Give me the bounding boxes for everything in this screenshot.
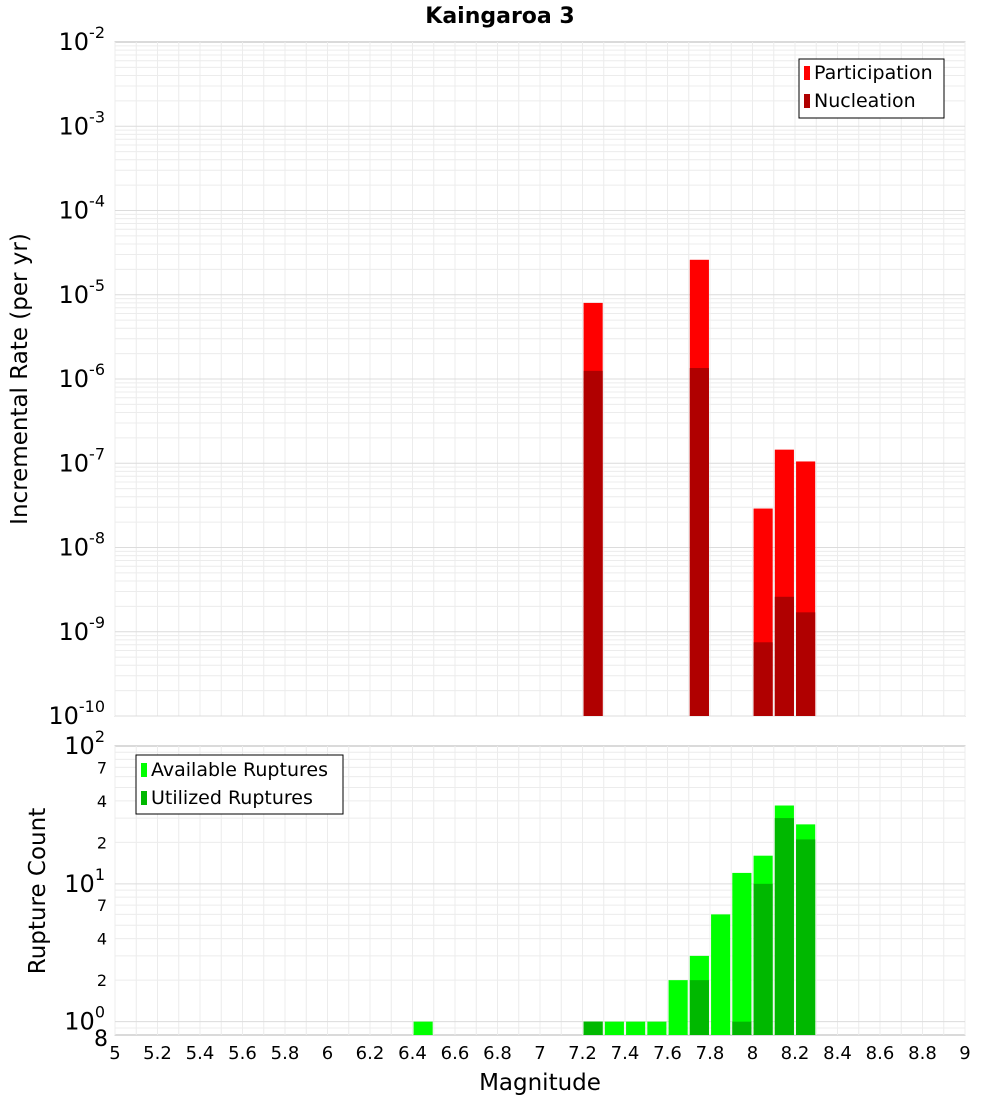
rate-y-tick-label: 10-7: [59, 444, 106, 477]
x-axis-label: Magnitude: [479, 1070, 601, 1096]
x-tick-label: 7.6: [653, 1043, 682, 1064]
count-grid: [114, 746, 966, 1035]
x-tick-label: 5.6: [228, 1043, 257, 1064]
x-ticks: 5 5.2 5.4 5.6 5.8 6 6.2 6.4 6.6 6.8 7 7.2 7.4 7.6 7.8 8…: [109, 1043, 970, 1064]
rate-bars: [583, 259, 816, 716]
rate-y-tick-label: 10-8: [59, 529, 106, 562]
utilized-ruptures-bar: [774, 818, 794, 1035]
available-ruptures-bar: [604, 1021, 624, 1035]
nucleation-bar: [774, 596, 794, 716]
legend-label-participation: Participation: [814, 62, 933, 84]
available-ruptures-bar: [711, 914, 731, 1035]
rate-legend: Participation Nucleation: [798, 58, 945, 119]
available-ruptures-bar: [413, 1021, 433, 1035]
rate-y-ticks: 10-10 10-9 10-8 10-7 10-6 10-5 10-4 10-3 10-2: [48, 23, 105, 730]
utilized-ruptures-bar: [732, 1021, 752, 1035]
available-ruptures-bar: [668, 980, 688, 1035]
x-tick-label: 5.8: [271, 1043, 300, 1064]
rate-legend-box: [798, 58, 945, 119]
rate-y-axis-label: Incremental Rate (per yr): [7, 233, 33, 525]
legend-label-nucleation: Nucleation: [814, 90, 916, 112]
count-bars: [413, 805, 816, 1035]
count-y-minor-tick-label: 2: [97, 971, 107, 990]
x-tick-label: 6.4: [398, 1043, 427, 1064]
legend-swatch-available: [141, 763, 147, 777]
x-tick-label: 5.2: [143, 1043, 172, 1064]
count-y-minor-tick-label: 2: [97, 833, 107, 852]
count-panel: 100 101 102 8 2 4 7 2 4 7 5 5.2 5.4 5.6 5.8 6 6.2 6.4 6.6…: [25, 727, 971, 1096]
rate-y-tick-label: 10-4: [59, 192, 106, 225]
count-y-ticks: 100 101 102 8 2 4 7 2 4 7: [64, 727, 108, 1052]
x-tick-label: 6.6: [441, 1043, 470, 1064]
nucleation-bar: [583, 370, 603, 716]
count-legend: Available Ruptures Utilized Ruptures: [135, 754, 344, 815]
x-tick-label: 5: [109, 1043, 120, 1064]
rate-grid: [114, 42, 966, 717]
count-y-minor-tick-label: 7: [97, 758, 107, 777]
legend-label-utilized: Utilized Ruptures: [151, 787, 313, 809]
x-tick-label: 6.8: [483, 1043, 512, 1064]
x-tick-label: 7: [534, 1043, 545, 1064]
available-ruptures-bar: [647, 1021, 667, 1035]
count-y-tick-label: 101: [64, 865, 105, 898]
x-tick-label: 8: [747, 1043, 758, 1064]
x-tick-label: 8.2: [781, 1043, 810, 1064]
legend-label-available: Available Ruptures: [151, 759, 328, 781]
legend-swatch-participation: [804, 66, 810, 80]
x-tick-label: 6: [322, 1043, 333, 1064]
rate-y-tick-label: 10-2: [59, 23, 106, 56]
utilized-ruptures-bar: [583, 1021, 603, 1035]
x-tick-label: 7.2: [568, 1043, 597, 1064]
chart-title: Kaingaroa 3: [425, 4, 574, 29]
rate-y-tick-label: 10-6: [59, 360, 106, 393]
x-tick-label: 8.8: [908, 1043, 937, 1064]
count-y-tick-label: 100: [64, 1003, 105, 1036]
x-tick-label: 7.4: [611, 1043, 640, 1064]
legend-swatch-nucleation: [804, 94, 810, 108]
available-ruptures-bar: [626, 1021, 646, 1035]
count-y-tick-label: 102: [64, 727, 105, 760]
count-y-axis-label: Rupture Count: [25, 808, 51, 974]
x-tick-label: 8.4: [823, 1043, 852, 1064]
nucleation-bar: [796, 612, 816, 716]
nucleation-bar: [689, 368, 709, 716]
x-tick-label: 6.2: [356, 1043, 385, 1064]
nucleation-bar: [753, 642, 773, 716]
count-y-minor-tick-label: 4: [97, 930, 107, 949]
x-tick-label: 7.8: [696, 1043, 725, 1064]
utilized-ruptures-bar: [689, 980, 709, 1035]
rate-y-tick-label: 10-9: [59, 613, 106, 646]
rate-y-tick-label: 10-10: [48, 697, 105, 730]
x-tick-label: 9: [959, 1043, 970, 1064]
count-legend-box: [135, 754, 344, 815]
count-y-minor-tick-label: 4: [97, 792, 107, 811]
rate-panel: 10-10 10-9 10-8 10-7 10-6 10-5 10-4 10-3 10-2 In…: [7, 23, 966, 730]
x-tick-label: 5.4: [186, 1043, 215, 1064]
count-y-minor-tick-label: 8: [94, 1027, 108, 1052]
rate-y-tick-label: 10-5: [59, 276, 106, 309]
available-ruptures-bar: [732, 872, 752, 1035]
utilized-ruptures-bar: [796, 839, 816, 1035]
x-tick-label: 8.6: [866, 1043, 895, 1064]
rate-y-tick-label: 10-3: [59, 107, 106, 140]
legend-swatch-utilized: [141, 791, 147, 805]
utilized-ruptures-bar: [753, 883, 773, 1035]
count-y-minor-tick-label: 7: [97, 896, 107, 915]
